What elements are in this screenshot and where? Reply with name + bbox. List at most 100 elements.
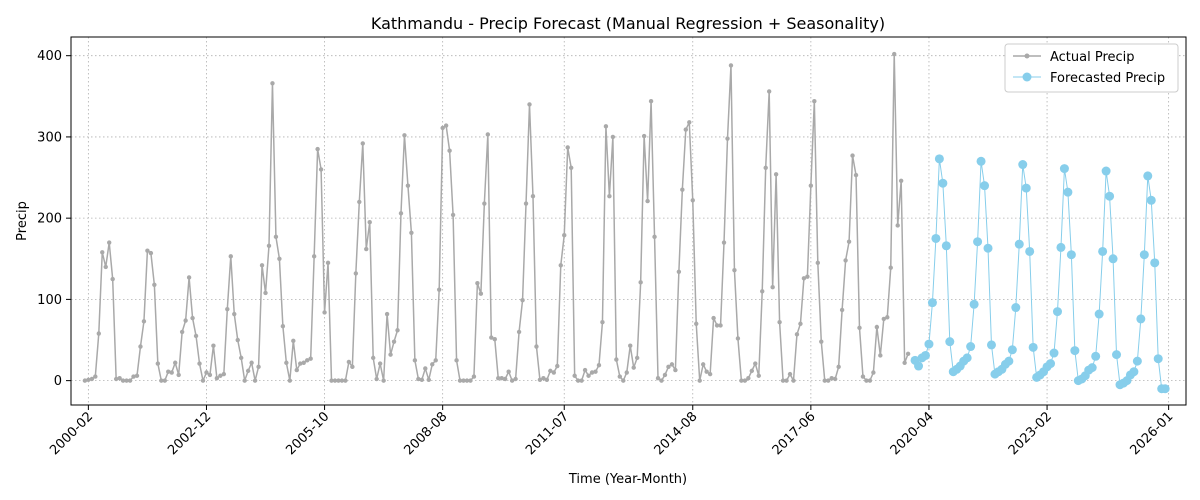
actual-precip-point <box>280 324 286 329</box>
actual-precip-point <box>242 378 247 383</box>
actual-precip-point <box>527 102 532 107</box>
actual-precip-point <box>711 315 716 321</box>
actual-precip-point <box>641 133 647 139</box>
actual-precip-point <box>197 361 202 366</box>
actual-precip-point <box>826 378 831 383</box>
actual-precip-point <box>214 375 220 381</box>
forecast-precip-point <box>1025 246 1035 256</box>
actual-precip-point <box>600 319 605 325</box>
actual-precip-point <box>902 360 907 365</box>
actual-precip-point <box>634 355 640 361</box>
actual-precip-point <box>454 358 459 363</box>
forecast-precip-point <box>1132 356 1142 366</box>
forecast-precip-point <box>1091 351 1101 361</box>
actual-precip-point <box>409 230 414 235</box>
actual-precip-point <box>381 378 386 383</box>
forecast-precip-point <box>986 340 996 350</box>
actual-precip-point <box>742 378 748 383</box>
actual-precip-point <box>391 339 397 344</box>
actual-precip-point <box>523 201 529 206</box>
actual-precip-point <box>638 280 643 285</box>
actual-precip-point <box>200 378 206 383</box>
actual-precip-point <box>791 378 796 383</box>
actual-precip-point <box>770 285 775 290</box>
actual-precip-point <box>155 361 161 366</box>
actual-precip-point <box>683 127 689 132</box>
series-layer <box>82 51 1170 394</box>
actual-precip-point <box>447 148 452 153</box>
actual-precip-point <box>298 361 303 366</box>
actual-precip-point <box>336 378 341 383</box>
actual-precip-point <box>596 362 602 368</box>
forecast-precip-point <box>1056 242 1066 252</box>
actual-precip-point <box>346 359 352 365</box>
actual-precip-point <box>266 243 272 248</box>
forecast-precip-point <box>924 339 934 349</box>
actual-precip-point <box>353 271 359 276</box>
actual-precip-point <box>760 289 765 294</box>
actual-precip-point <box>621 378 626 383</box>
forecast-precip-point <box>914 361 924 371</box>
actual-precip-point <box>593 369 598 374</box>
actual-precip-point <box>96 331 101 336</box>
forecast-precip-point <box>1129 367 1139 377</box>
actual-precip-point <box>443 123 449 128</box>
actual-precip-point <box>416 376 421 382</box>
forecast-precip-point <box>941 241 951 251</box>
actual-precip-point <box>780 378 786 383</box>
actual-precip-point <box>589 370 595 375</box>
actual-precip-point <box>173 360 178 365</box>
actual-precip-point <box>398 211 404 216</box>
actual-precip-point <box>548 368 553 374</box>
actual-precip-point <box>822 378 827 383</box>
actual-precip-point <box>898 178 904 183</box>
forecast-precip-point <box>1018 160 1028 170</box>
actual-precip-point <box>395 328 400 333</box>
actual-precip-point <box>138 344 143 349</box>
legend-box <box>1004 43 1179 93</box>
actual-precip-point <box>725 136 730 141</box>
forecast-precip-point <box>1087 363 1097 373</box>
actual-precip-point <box>193 333 199 339</box>
actual-precip-point <box>357 199 362 205</box>
actual-precip-point <box>461 378 466 383</box>
forecast-precip-point <box>1021 183 1031 193</box>
actual-precip-point <box>631 365 636 370</box>
actual-precip-point <box>555 363 560 369</box>
actual-precip-point <box>412 358 418 363</box>
actual-precip-point <box>648 98 654 104</box>
actual-precip-point <box>746 375 751 381</box>
actual-precip-point <box>520 298 525 303</box>
forecast-precip-point <box>1028 342 1038 352</box>
actual-precip-point <box>714 323 720 328</box>
forecast-precip-point <box>1143 171 1153 181</box>
actual-precip-point <box>311 254 317 259</box>
actual-precip-point <box>763 165 768 170</box>
forecast-precip-point <box>1098 246 1108 256</box>
forecast-precip-point <box>1139 250 1149 260</box>
actual-precip-point <box>676 269 682 274</box>
actual-precip-point <box>423 366 428 371</box>
actual-precip-point <box>270 81 275 86</box>
actual-precip-point <box>509 378 515 383</box>
actual-precip-point <box>666 364 671 370</box>
actual-precip-point <box>905 351 911 357</box>
actual-precip-point <box>485 132 491 137</box>
actual-precip-point <box>850 153 855 158</box>
actual-precip-point <box>450 212 456 218</box>
actual-precip-point <box>721 240 727 245</box>
actual-precip-point <box>86 377 91 383</box>
y-tick-label: 300 <box>37 130 62 145</box>
actual-precip-point <box>878 353 883 358</box>
actual-precip-point <box>565 145 570 150</box>
actual-precip-point <box>489 335 494 340</box>
actual-precip-point <box>190 315 195 321</box>
actual-precip-point <box>374 376 379 382</box>
actual-precip-point <box>89 376 95 382</box>
actual-precip-point <box>766 89 772 94</box>
actual-precip-point <box>384 311 390 317</box>
forecast-precip-point <box>983 243 993 253</box>
actual-precip-point <box>433 358 438 363</box>
actual-precip-point <box>468 378 473 383</box>
